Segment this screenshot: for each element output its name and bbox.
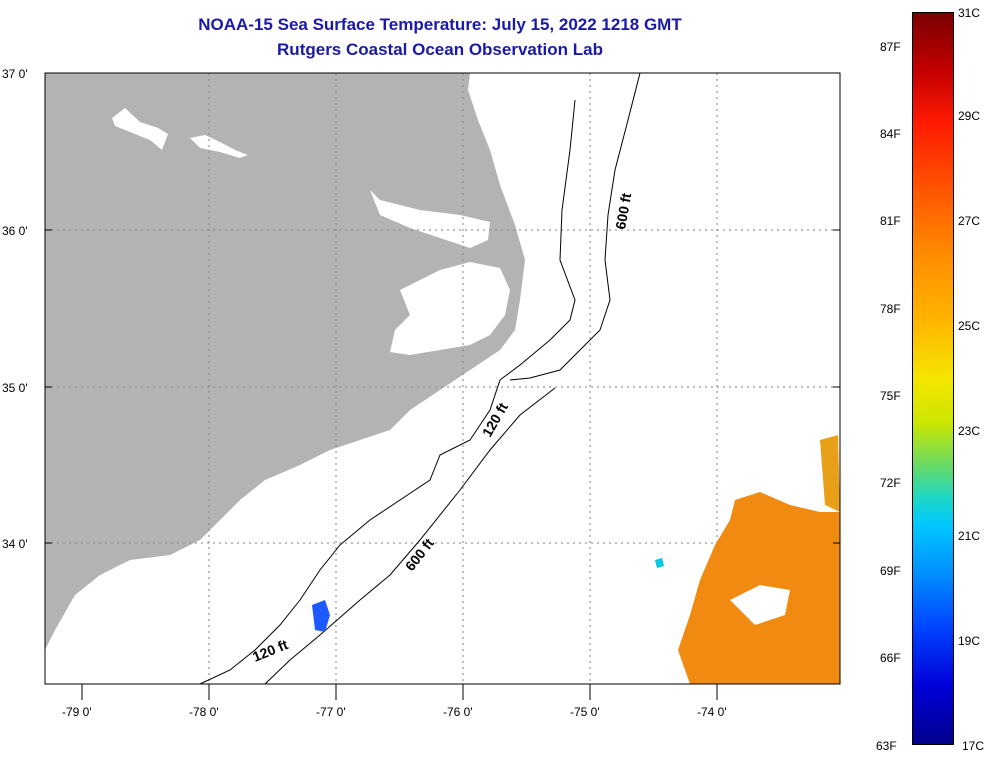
lat-label-36: 36 0' [2,224,28,238]
albemarle-sound [370,190,490,248]
cb-c-23: 23C [958,424,981,438]
cb-c-21: 21C [958,529,981,543]
cb-f-72: 72F [880,476,901,490]
cb-c-27: 27C [958,214,981,228]
cb-c-17: 17C [962,739,985,753]
contour-label-600-north: 600 ft [612,191,634,230]
sst-warm-patch-east [820,435,840,512]
lat-label-37: 37 0' [2,67,28,81]
contour-120ft [199,99,576,685]
temperature-colorbar [912,12,954,745]
lon-label-77: -77 0' [316,705,346,719]
lon-label-76: -76 0' [443,705,473,719]
lat-ticks [45,229,840,544]
cb-f-84: 84F [880,127,901,141]
cb-f-81: 81F [880,214,901,228]
graticule [45,73,840,684]
river-1 [112,108,168,150]
pamlico-sound [390,262,510,355]
cb-f-87: 87F [880,40,901,54]
lon-label-75: -75 0' [570,705,600,719]
sst-clear-hole [730,585,790,625]
map-subtitle: Rutgers Coastal Ocean Observation Lab [277,40,603,59]
river-2 [190,135,248,158]
cb-f-66: 66F [880,651,901,665]
contour-600ft-south [264,387,556,685]
cb-c-25: 25C [958,319,981,333]
cb-c-29: 29C [958,109,981,123]
map-frame [44,72,841,685]
cb-c-19: 19C [958,634,981,648]
cb-f-75: 75F [880,389,901,403]
cb-f-63: 63F [876,739,897,753]
sst-cool-patch [312,600,330,632]
land-mass [45,73,525,650]
cb-f-78: 78F [880,302,901,316]
cb-c-31: 31C [958,6,981,20]
cb-f-69: 69F [880,564,901,578]
lon-label-74: -74 0' [697,705,727,719]
lon-ticks [81,684,718,700]
sst-cool-dot [655,558,664,568]
lon-label-79: -79 0' [62,705,92,719]
contour-600ft-north [509,72,641,381]
lat-label-35: 35 0' [2,381,28,395]
lat-label-34: 34 0' [2,537,28,551]
map-title: NOAA-15 Sea Surface Temperature: July 15… [198,15,682,34]
contour-label-120-south: 120 ft [250,636,290,665]
lon-label-78: -78 0' [189,705,219,719]
